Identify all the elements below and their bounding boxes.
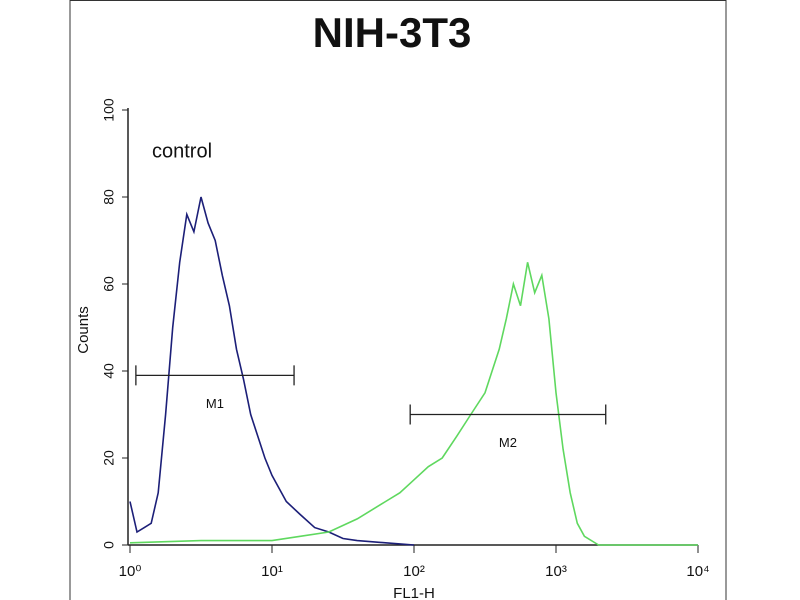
x-tick-label: 10³	[545, 563, 567, 580]
chart-title: NIH-3T3	[313, 9, 472, 56]
y-tick-label: 20	[101, 450, 117, 466]
y-tick-label: 60	[101, 276, 117, 292]
x-tick-label: 10⁴	[686, 563, 709, 580]
x-tick-label: 10⁰	[119, 563, 142, 580]
frame	[69, 0, 727, 600]
y-tick-label: 40	[101, 363, 117, 379]
annotation: control	[152, 140, 212, 162]
y-axis-label: Counts	[75, 306, 92, 354]
x-tick-label: 10²	[403, 563, 425, 580]
series-line	[129, 262, 698, 546]
y-tick-label: 80	[101, 189, 117, 205]
marker-label: M1	[206, 396, 224, 411]
x-axis-label: FL1-H	[393, 585, 435, 600]
marker-label: M2	[499, 435, 517, 450]
y-tick-label: 100	[101, 98, 117, 122]
series-line	[129, 196, 415, 546]
y-tick-label: 0	[101, 541, 117, 549]
x-tick-label: 10¹	[261, 563, 283, 580]
